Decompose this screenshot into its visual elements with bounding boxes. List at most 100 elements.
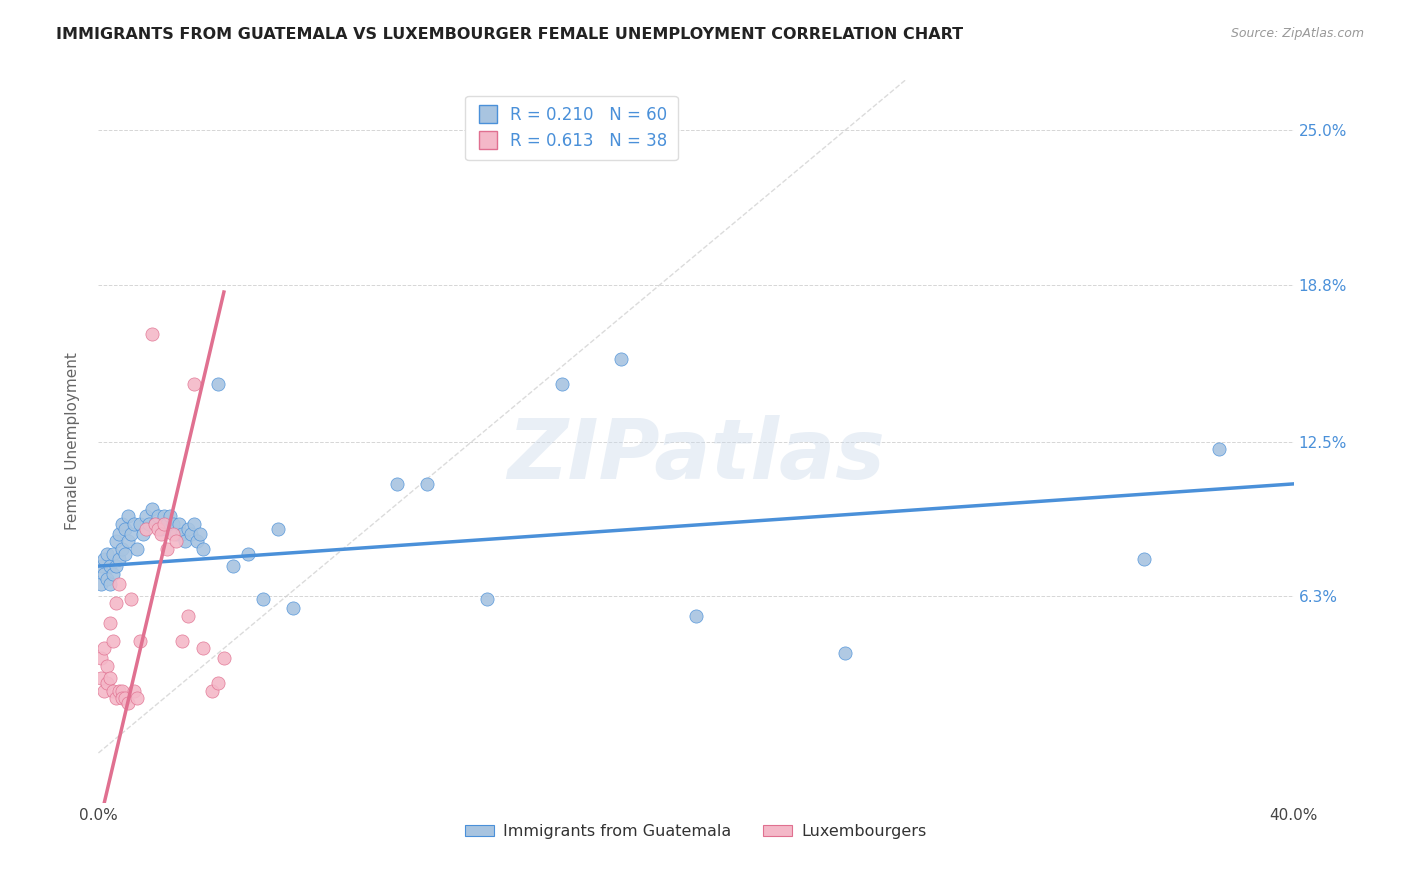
Point [93,566,115,581]
Point [135,522,157,536]
Point [98,576,122,591]
Point [148,509,170,524]
Point [98,559,122,574]
Point [138,516,160,531]
Point [114,522,136,536]
Point [143,516,166,531]
Point [108,526,131,541]
Point [120,591,142,606]
Point [177,522,200,536]
Y-axis label: Female Unemployment: Female Unemployment [65,352,80,531]
Point [108,551,131,566]
Point [108,576,131,591]
Point [96,572,118,586]
Point [103,547,125,561]
Point [191,541,214,556]
Text: ZIPatlas: ZIPatlas [508,416,884,497]
Point [1208,442,1230,456]
Point [201,683,224,698]
Point [207,377,229,392]
Point [252,591,274,606]
Point [96,547,118,561]
Point [191,641,214,656]
Point [132,526,155,541]
Point [111,516,134,531]
Point [1133,551,1156,566]
Point [162,526,184,541]
Point [105,691,128,706]
Point [90,559,112,574]
Point [120,526,142,541]
Point [156,541,179,556]
Point [111,691,134,706]
Point [114,691,136,706]
Point [153,509,176,524]
Point [186,534,208,549]
Point [172,633,194,648]
Point [90,671,112,685]
Point [98,616,122,631]
Point [222,559,245,574]
Point [177,609,200,624]
Text: Source: ZipAtlas.com: Source: ZipAtlas.com [1230,27,1364,40]
Point [114,547,136,561]
Point [117,696,139,710]
Point [207,676,229,690]
Point [124,683,146,698]
Point [98,671,122,685]
Point [105,534,128,549]
Point [267,522,290,536]
Point [159,509,181,524]
Point [174,534,197,549]
Point [172,526,194,541]
Point [90,651,112,665]
Text: IMMIGRANTS FROM GUATEMALA VS LUXEMBOURGER FEMALE UNEMPLOYMENT CORRELATION CHART: IMMIGRANTS FROM GUATEMALA VS LUXEMBOURGE… [56,27,963,42]
Point [212,651,235,665]
Point [93,683,115,698]
Point [141,327,163,342]
Point [117,534,139,549]
Point [111,541,134,556]
Point [183,516,205,531]
Point [183,377,205,392]
Point [111,683,134,698]
Point [127,691,149,706]
Point [475,591,498,606]
Point [127,541,149,556]
Point [167,516,190,531]
Point [150,526,173,541]
Point [150,522,173,536]
Point [129,633,152,648]
Point [96,658,118,673]
Point [135,509,157,524]
Point [236,547,259,561]
Point [156,516,179,531]
Legend: Immigrants from Guatemala, Luxembourgers: Immigrants from Guatemala, Luxembourgers [458,818,934,846]
Point [685,609,707,624]
Point [188,526,211,541]
Point [416,476,439,491]
Point [90,576,112,591]
Point [385,476,409,491]
Point [103,683,125,698]
Point [153,516,176,531]
Point [105,559,128,574]
Point [834,646,856,660]
Point [165,534,187,549]
Point [162,516,184,531]
Point [103,566,125,581]
Point [96,676,118,690]
Point [165,526,187,541]
Point [180,526,202,541]
Point [148,522,170,536]
Point [93,551,115,566]
Point [281,601,304,615]
Point [108,683,131,698]
Point [93,641,115,656]
Point [103,633,125,648]
Point [105,597,128,611]
Point [610,352,633,367]
Point [129,516,152,531]
Point [124,516,146,531]
Point [141,501,163,516]
